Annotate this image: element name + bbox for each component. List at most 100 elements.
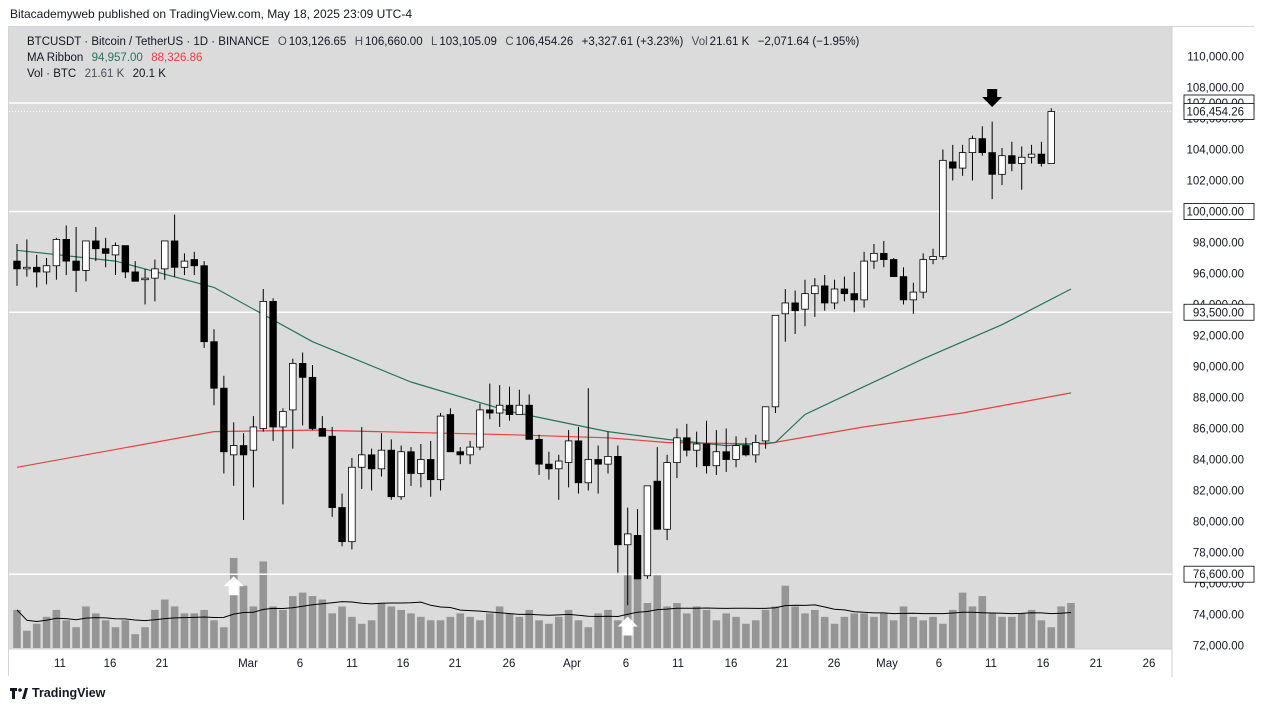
candle-body[interactable] [673,437,681,463]
candle-body[interactable] [712,451,721,467]
candle-body[interactable] [860,260,868,301]
candle-body[interactable] [850,293,858,301]
candle-body[interactable] [259,300,267,429]
candle-body[interactable] [407,451,415,474]
candle-body[interactable] [358,454,366,468]
candle-body[interactable] [555,460,563,470]
candle-body[interactable] [702,443,711,467]
candle-body[interactable] [978,138,986,154]
candle-body[interactable] [949,161,957,169]
candle-body[interactable] [377,449,386,470]
candle-body[interactable] [880,252,888,260]
candle-body[interactable] [308,376,317,429]
candle-body[interactable] [466,446,474,456]
candle-body[interactable] [801,293,809,310]
candle-body[interactable] [62,238,70,262]
tradingview-logo[interactable]: TradingView [10,686,105,700]
legend-row-volume[interactable]: Vol · BTC 21.61 K 20.1 K [27,68,168,80]
candle-body[interactable] [23,266,31,270]
candle-body[interactable] [683,437,691,451]
candle-body[interactable] [574,440,583,484]
candle-body[interactable] [1047,111,1055,164]
candle-body[interactable] [742,445,750,456]
candle-body[interactable] [830,288,839,304]
candle-body[interactable] [32,266,41,273]
candle-body[interactable] [417,459,425,474]
candle-body[interactable] [604,455,612,465]
candle-body[interactable] [525,404,533,440]
candle-body[interactable] [1027,153,1036,158]
candle-body[interactable] [82,240,90,271]
candle-body[interactable] [505,404,514,415]
candle-body[interactable] [752,442,760,456]
candle-body[interactable] [929,256,937,260]
candle-body[interactable] [269,300,277,428]
candle-body[interactable] [446,414,455,453]
candle-body[interactable] [210,341,218,389]
candle-body[interactable] [436,415,445,481]
candle-body[interactable] [486,409,494,414]
candle-body[interactable] [101,248,110,254]
chart-frame[interactable]: 72,000.00 74,000.00 76,000.00 78,000.00 80,0… [8,26,1255,677]
candle-body[interactable] [939,159,947,257]
candle-body[interactable] [633,535,642,580]
candle-body[interactable] [141,277,149,281]
candle-body[interactable] [643,485,652,577]
candle-body[interactable] [889,259,898,278]
candle-body[interactable] [1037,153,1046,164]
candle-body[interactable] [564,440,573,463]
candle-body[interactable] [111,245,120,256]
candle-body[interactable] [515,404,524,415]
candle-body[interactable] [42,265,51,273]
candle-body[interactable] [13,260,21,270]
candle-body[interactable] [761,406,770,442]
candle-body[interactable] [899,276,908,301]
legend-symbol[interactable]: BTCUSDT · Bitcoin / TetherUS · 1D · BINA… [27,36,270,48]
candle-body[interactable] [535,438,543,465]
candle-body[interactable] [151,268,159,279]
candle-body[interactable] [52,238,61,267]
candle-body[interactable] [811,285,819,295]
candle-body[interactable] [220,387,228,453]
candle-body[interactable] [318,428,327,437]
candle-body[interactable] [200,265,208,343]
candle-body[interactable] [328,435,336,508]
candle-body[interactable] [614,455,622,546]
candle-body[interactable] [919,259,927,293]
candle-body[interactable] [584,459,592,484]
candle-body[interactable] [190,259,198,267]
candle-body[interactable] [722,451,730,460]
candle-body[interactable] [180,260,189,268]
candle-body[interactable] [456,451,464,456]
candle-body[interactable] [968,138,977,154]
candle-body[interactable] [821,285,829,304]
candle-body[interactable] [170,240,179,268]
candle-body[interactable] [771,314,780,408]
candle-body[interactable] [594,459,602,465]
candle-body[interactable] [653,480,661,530]
candle-body[interactable] [958,152,967,169]
candle-body[interactable] [791,302,799,312]
candle-body[interactable] [781,302,789,315]
candle-body[interactable] [92,240,100,250]
candle-body[interactable] [279,411,287,428]
candle-body[interactable] [426,459,435,481]
candle-body[interactable] [131,271,139,282]
candle-body[interactable] [476,409,484,448]
candle-body[interactable] [298,362,307,378]
candle-body[interactable] [72,260,80,271]
candle-body[interactable] [367,454,376,470]
candle-body[interactable] [239,445,248,456]
candle-body[interactable] [338,507,346,543]
candle-body[interactable] [348,466,356,543]
candle-body[interactable] [545,463,553,470]
candle-body[interactable] [909,291,918,301]
candle-body[interactable] [249,426,258,451]
candle-body[interactable] [870,252,878,262]
candle-body[interactable] [988,152,996,175]
candle-body[interactable] [121,245,130,273]
candle-body[interactable] [289,362,297,411]
candle-body[interactable] [998,155,1006,175]
candle-body[interactable] [1018,156,1026,164]
candle-body[interactable] [397,451,405,498]
